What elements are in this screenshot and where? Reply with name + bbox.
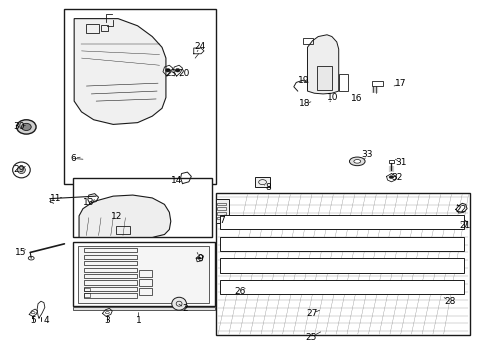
Bar [220, 258, 464, 273]
Ellipse shape [349, 157, 365, 166]
Bar [339, 74, 348, 91]
Bar [303, 38, 313, 44]
Text: 2: 2 [183, 304, 188, 313]
Bar [139, 288, 152, 295]
Text: 14: 14 [171, 176, 182, 185]
Ellipse shape [18, 166, 25, 174]
Text: 17: 17 [395, 80, 407, 89]
Text: 22: 22 [455, 205, 466, 214]
Text: 19: 19 [298, 76, 309, 85]
Bar [116, 226, 130, 234]
Text: 28: 28 [444, 297, 456, 306]
Bar [217, 212, 226, 215]
Text: 16: 16 [350, 94, 362, 103]
Bar [84, 255, 137, 259]
Bar [217, 217, 226, 220]
Bar [84, 293, 90, 297]
Text: 10: 10 [327, 93, 339, 102]
Text: 23: 23 [165, 69, 176, 78]
Ellipse shape [197, 257, 201, 259]
Polygon shape [308, 35, 339, 94]
Bar [73, 307, 215, 310]
Ellipse shape [22, 123, 31, 131]
Bar [317, 66, 332, 90]
Text: 6: 6 [70, 154, 76, 163]
Text: 15: 15 [15, 248, 26, 257]
Ellipse shape [389, 176, 394, 179]
Text: 21: 21 [459, 221, 470, 230]
Bar [220, 280, 464, 294]
Bar [217, 203, 226, 206]
Bar [84, 287, 137, 291]
Text: 9: 9 [197, 254, 203, 263]
Bar [64, 9, 216, 184]
Text: 30: 30 [14, 122, 25, 131]
Bar [139, 270, 152, 277]
Bar [101, 25, 108, 31]
Text: 18: 18 [299, 99, 310, 108]
Polygon shape [74, 19, 166, 125]
Text: 26: 26 [234, 287, 246, 296]
Bar [84, 280, 137, 285]
Text: 33: 33 [361, 150, 373, 159]
Bar [389, 160, 394, 163]
Text: 24: 24 [195, 42, 206, 51]
Ellipse shape [17, 120, 36, 134]
Text: 13: 13 [83, 198, 95, 207]
Bar [84, 288, 90, 291]
Ellipse shape [166, 68, 171, 72]
Text: 29: 29 [14, 166, 25, 175]
Bar [220, 237, 464, 251]
Bar [84, 274, 137, 278]
Bar [216, 199, 229, 223]
Bar [78, 246, 209, 303]
Text: 3: 3 [104, 316, 110, 325]
Bar [220, 215, 464, 229]
Bar [84, 293, 137, 298]
Bar [217, 207, 226, 210]
Bar [86, 24, 98, 33]
Text: 4: 4 [44, 316, 49, 325]
Ellipse shape [354, 159, 361, 163]
Text: 7: 7 [219, 216, 225, 225]
Text: 8: 8 [266, 183, 271, 192]
Text: 11: 11 [50, 194, 62, 203]
Bar [73, 178, 212, 237]
Ellipse shape [172, 297, 186, 310]
Bar [84, 261, 137, 265]
Text: 32: 32 [392, 173, 403, 182]
Text: 25: 25 [305, 333, 317, 342]
Text: 20: 20 [178, 69, 190, 78]
Bar [139, 279, 152, 286]
Polygon shape [79, 195, 171, 237]
Bar [84, 248, 137, 252]
Bar [255, 177, 270, 187]
Ellipse shape [13, 162, 30, 178]
Bar [73, 242, 215, 306]
Text: 12: 12 [111, 212, 123, 221]
Bar [216, 193, 469, 335]
Text: 31: 31 [395, 158, 407, 167]
Text: 1: 1 [136, 316, 142, 325]
Ellipse shape [175, 68, 180, 72]
Text: 5: 5 [30, 316, 36, 325]
Bar [372, 81, 383, 86]
Bar [84, 267, 137, 272]
Text: 27: 27 [307, 309, 318, 318]
